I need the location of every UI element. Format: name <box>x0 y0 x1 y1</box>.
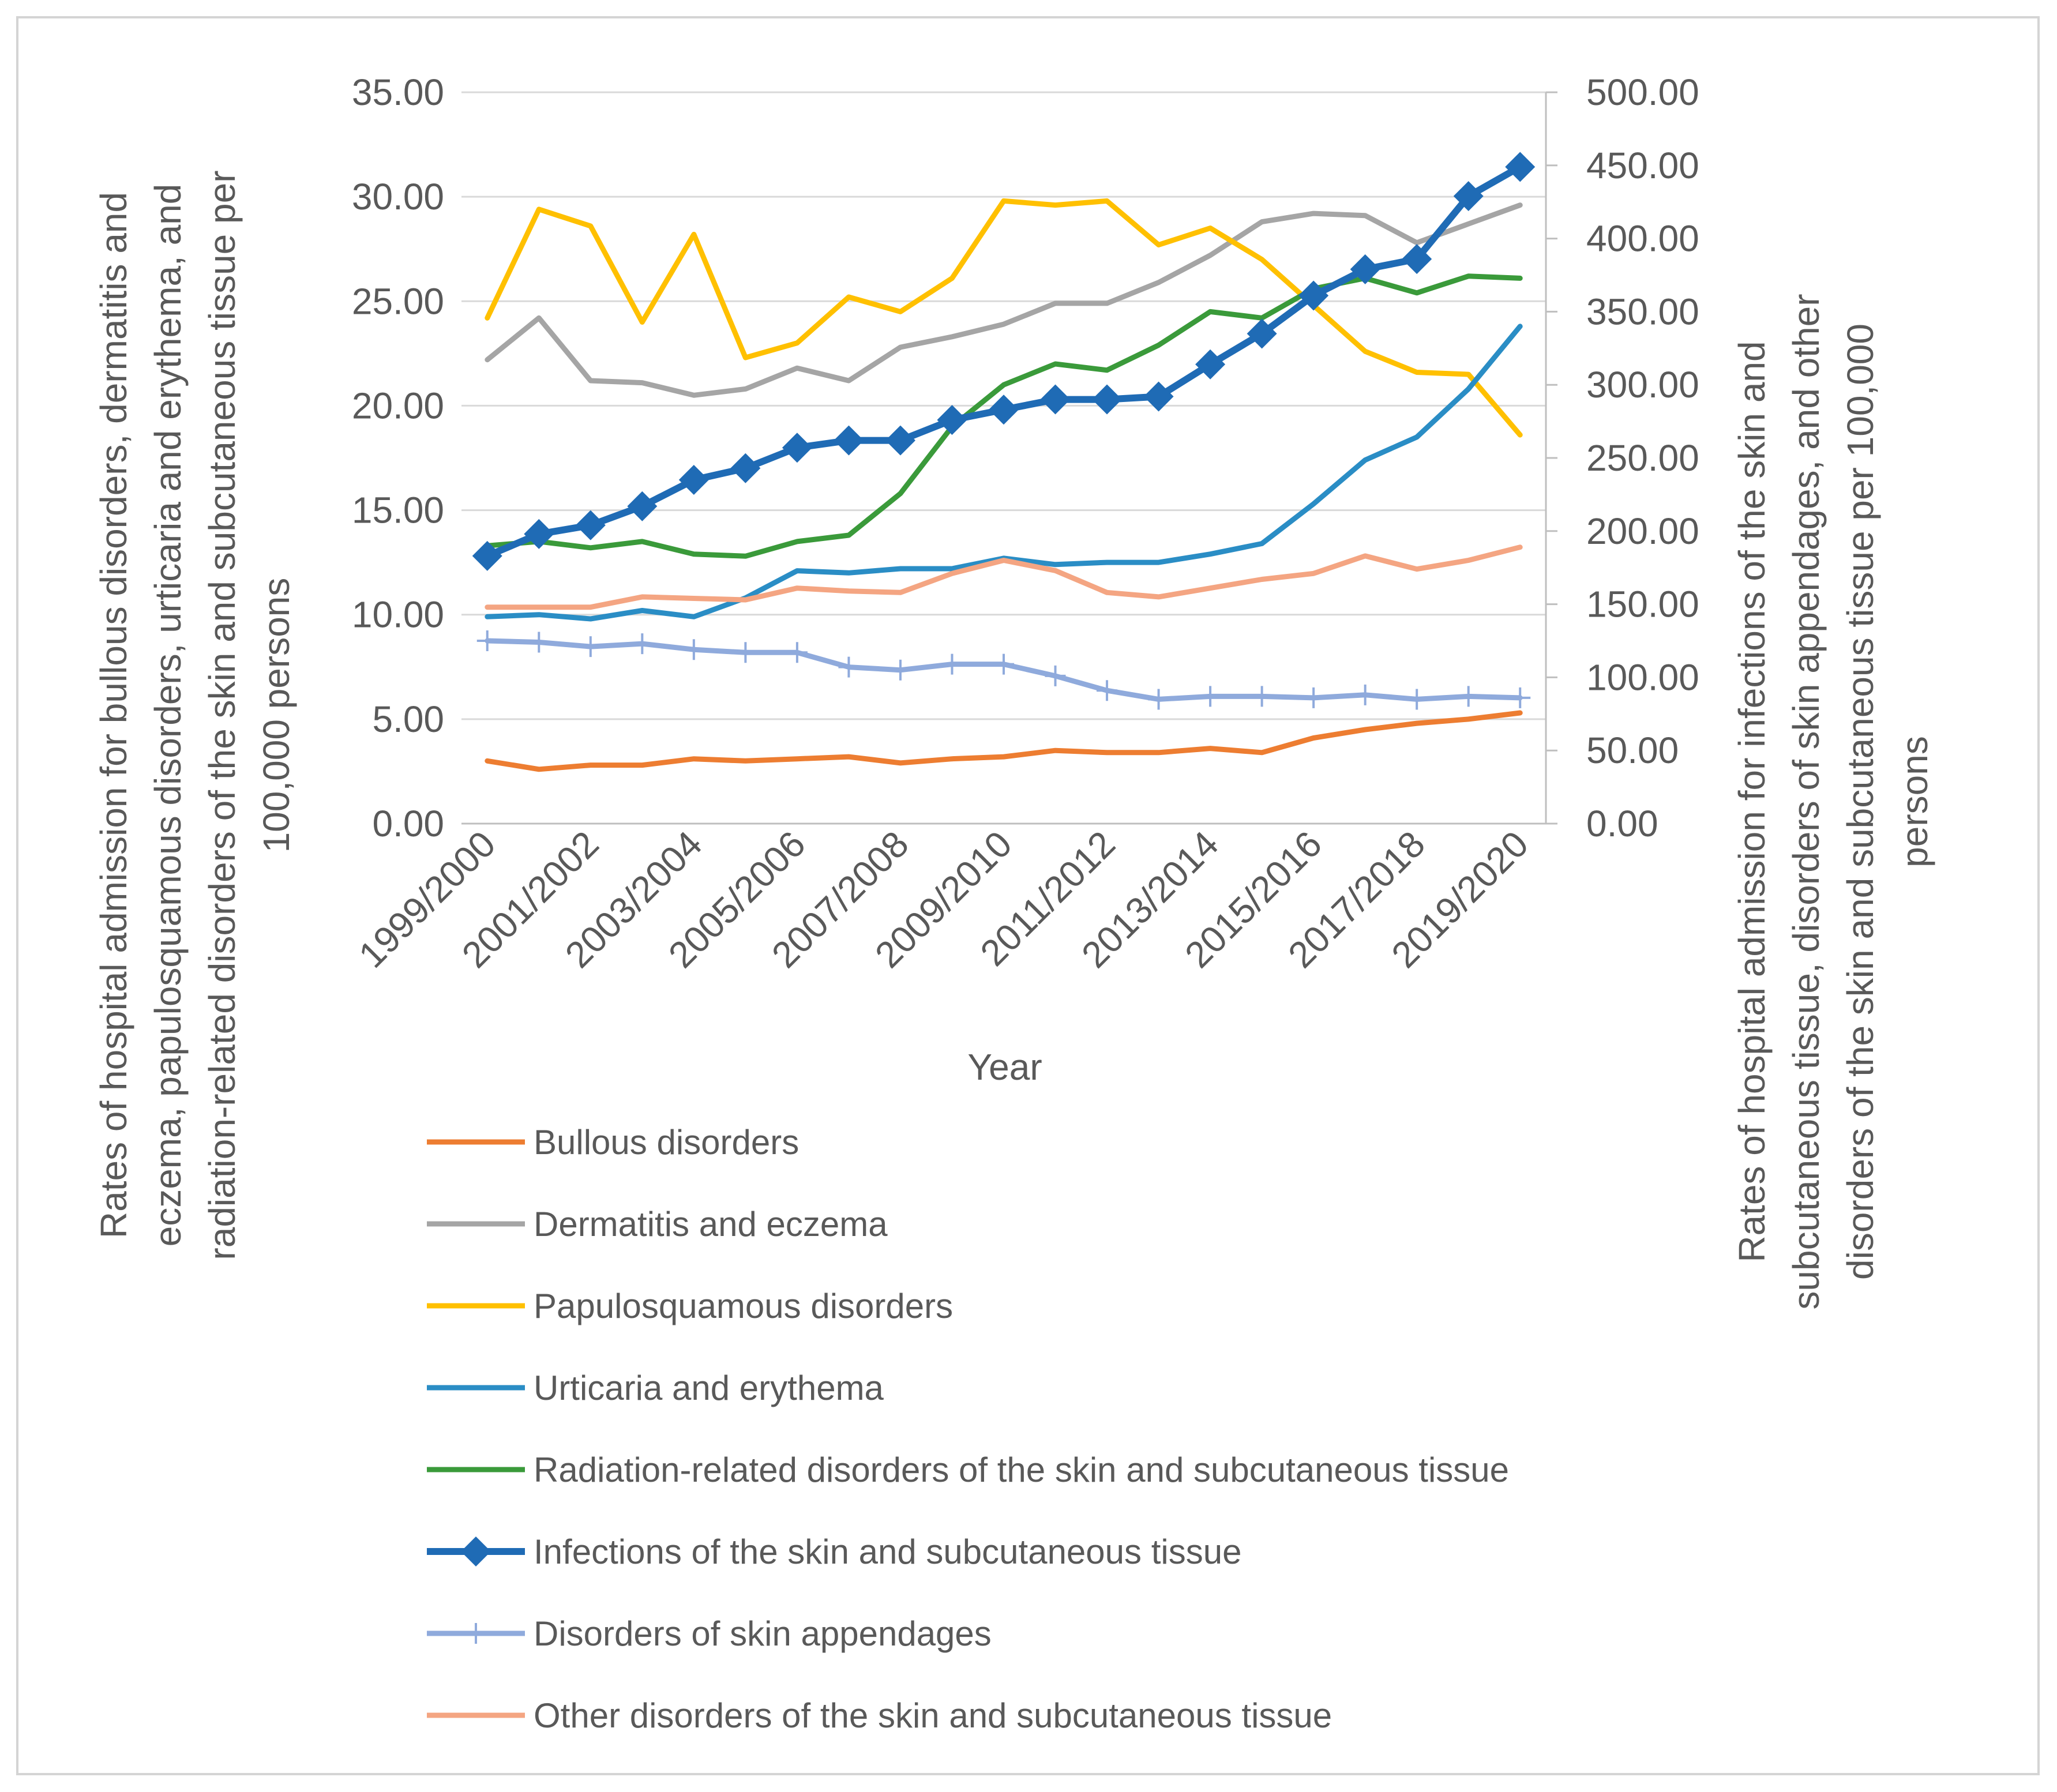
data-point-plus <box>889 659 911 681</box>
y-right-tick-label: 250.00 <box>1586 437 1699 479</box>
data-point-plus <box>1303 687 1324 708</box>
data-point-plus <box>1510 687 1531 708</box>
data-point-diamond <box>782 433 812 463</box>
data-point-plus <box>580 636 601 658</box>
y-right-tick-label: 100.00 <box>1586 656 1699 698</box>
legend-label: Urticaria and erythema <box>534 1369 884 1407</box>
legend: Bullous disorders Dermatitis and eczema Pa… <box>427 1123 1509 1735</box>
y-right-tick-label: 400.00 <box>1586 218 1699 260</box>
y-left-tick-label: 5.00 <box>372 698 444 740</box>
y-right-tick-label: 450.00 <box>1586 145 1699 186</box>
data-point-diamond <box>937 405 967 435</box>
data-point-plus <box>1200 686 1221 707</box>
data-point-diamond <box>834 425 864 456</box>
legend-label: Papulosquamous disorders <box>534 1287 953 1325</box>
data-point-diamond <box>1247 318 1277 349</box>
y-right-tick-label: 50.00 <box>1586 730 1679 771</box>
data-point-diamond <box>885 425 915 456</box>
data-point-plus <box>941 653 963 675</box>
x-tick-labels: 1999/20002001/20022003/20042005/20062007… <box>351 823 1536 976</box>
data-point-diamond <box>627 491 658 521</box>
y-left-tick-label: 30.00 <box>352 176 444 217</box>
legend-label: Bullous disorders <box>534 1123 799 1162</box>
data-point-diamond <box>1298 280 1329 311</box>
data-point-diamond <box>524 519 554 549</box>
data-point-diamond <box>1040 384 1071 415</box>
y-right-tick-label: 200.00 <box>1586 510 1699 552</box>
legend-label: Other disorders of the skin and subcutan… <box>534 1696 1332 1735</box>
series-line-urticaria-and-erythema <box>485 324 1523 622</box>
data-point-diamond <box>575 510 606 540</box>
series-line-dermatitis-and-eczema <box>485 202 1523 398</box>
x-axis-title: Year <box>967 1046 1042 1088</box>
y-left-tick-label: 20.00 <box>352 385 444 426</box>
data-point-plus <box>476 630 498 651</box>
y-right-tick-label: 300.00 <box>1586 364 1699 405</box>
legend-label: Infections of the skin and subcutaneous … <box>534 1532 1241 1571</box>
data-point-plus <box>786 642 808 663</box>
chart-frame <box>16 16 2040 1775</box>
series-lines <box>483 163 1524 772</box>
data-point-plus <box>1406 689 1428 710</box>
data-point-plus <box>1251 686 1273 707</box>
data-point-plus <box>1148 689 1169 710</box>
y-left-tick-label: 25.00 <box>352 280 444 322</box>
data-point-plus <box>1458 686 1479 707</box>
data-point-diamond <box>1453 181 1484 212</box>
data-point-diamond <box>678 465 709 495</box>
data-point-diamond <box>1505 152 1536 182</box>
data-point-plus <box>1097 680 1118 701</box>
data-point-diamond <box>730 453 761 483</box>
y-left-tick-label: 35.00 <box>352 72 444 113</box>
y-right-tick-label: 150.00 <box>1586 584 1699 625</box>
y-right-tick-label: 500.00 <box>1586 72 1699 113</box>
data-point-diamond <box>1143 381 1174 412</box>
legend-marker-diamond <box>461 1536 491 1566</box>
series-line-papulosquamous-disorders <box>485 198 1523 438</box>
data-point-plus <box>1354 684 1376 705</box>
y-left-tick-label: 0.00 <box>372 803 444 844</box>
data-point-diamond <box>1195 349 1226 380</box>
y-right-tick-label: 0.00 <box>1586 803 1658 844</box>
axis-title-text: Rates of hospital admission for infectio… <box>1731 294 1935 1309</box>
axes: 0.00 5.00 10.00 15.00 20.00 25.00 30.00 35.00 0.… <box>352 72 1699 844</box>
data-point-plus <box>735 642 756 663</box>
data-point-diamond <box>1350 254 1380 284</box>
data-point-plus <box>683 639 704 660</box>
data-point-diamond <box>472 540 502 571</box>
legend-label: Radiation-related disorders of the skin … <box>534 1451 1509 1489</box>
series-line-other-disorders-of-the-skin-and-subcutaneous-tissue <box>485 544 1523 610</box>
axis-title-text: Rates of hospital admission for bullous … <box>93 170 297 1260</box>
legend-label: Disorders of skin appendages <box>534 1614 992 1653</box>
series-markers <box>472 152 1536 710</box>
data-point-plus <box>1045 665 1066 686</box>
y-left-tick-label: 10.00 <box>352 594 444 636</box>
y-left-tick-label: 15.00 <box>352 490 444 531</box>
data-point-diamond <box>1092 384 1123 415</box>
series-line-bullous-disorders <box>485 710 1523 772</box>
legend-label: Dermatitis and eczema <box>534 1205 888 1243</box>
left-axis-title: Rates of hospital admission for bullous … <box>93 170 297 1260</box>
data-point-diamond <box>989 395 1019 425</box>
right-axis-title: Rates of hospital admission for infectio… <box>1731 294 1935 1309</box>
data-point-plus <box>838 656 859 678</box>
data-point-plus <box>632 633 653 655</box>
legend-marker-plus <box>466 1623 486 1644</box>
data-point-diamond <box>1402 244 1432 275</box>
data-point-plus <box>993 653 1014 675</box>
y-right-tick-label: 350.00 <box>1586 291 1699 332</box>
data-point-plus <box>528 632 550 653</box>
